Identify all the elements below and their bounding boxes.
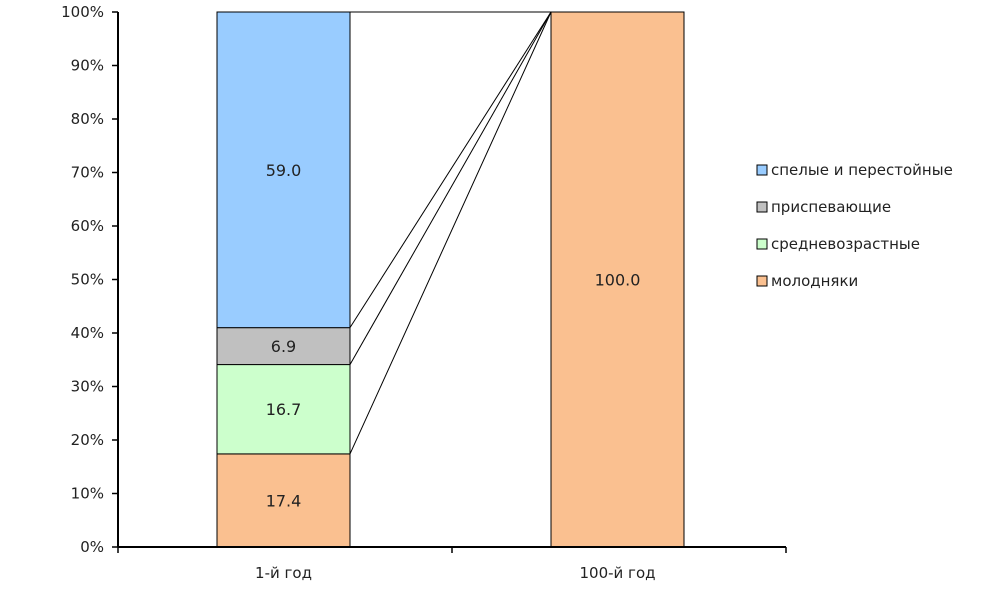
series-line	[349, 11, 552, 455]
x-tick-label: 100-й год	[580, 564, 656, 582]
bar-segment	[216, 364, 351, 455]
series-line	[349, 11, 552, 328]
x-tick-label: 1-й год	[255, 564, 312, 582]
y-tick-label: 0%	[80, 538, 104, 556]
legend-item: молодняки	[756, 272, 858, 290]
data-label: 6.9	[271, 337, 296, 356]
legend: спелые и перестойные приспевающие среднево…	[756, 161, 953, 290]
legend-swatch	[756, 238, 768, 250]
legend-label: молодняки	[771, 272, 858, 290]
legend-label: средневозрастные	[771, 235, 920, 253]
series-line	[349, 11, 552, 365]
legend-item: средневозрастные	[756, 235, 920, 253]
y-tick-label: 50%	[71, 271, 104, 289]
bar-segment	[550, 11, 685, 548]
legend-item: спелые и перестойные	[756, 161, 953, 179]
data-label: 16.7	[266, 400, 302, 419]
y-tick-label: 30%	[71, 378, 104, 396]
axes: 0% 10% 20% 30% 40% 50% 60% 70% 80% 90% 100% 1-й год…	[61, 3, 787, 582]
data-labels: 17.4 16.7 6.9 59.0 100.0	[266, 161, 641, 511]
legend-swatch	[756, 164, 768, 176]
y-tick-label: 90%	[71, 57, 104, 75]
y-tick-label: 40%	[71, 324, 104, 342]
legend-swatch	[756, 201, 768, 213]
data-label: 59.0	[266, 161, 302, 180]
bar-segment	[216, 11, 351, 329]
y-tick-label: 70%	[71, 164, 104, 182]
y-tick-label: 80%	[71, 110, 104, 128]
legend-item: приспевающие	[756, 198, 891, 216]
y-tick-label: 20%	[71, 431, 104, 449]
legend-label: приспевающие	[771, 198, 891, 216]
bars	[216, 11, 685, 548]
y-tick-label: 100%	[61, 3, 104, 21]
legend-swatch	[756, 275, 768, 287]
series-lines	[349, 11, 552, 455]
data-label: 100.0	[595, 271, 641, 290]
y-tick-label: 60%	[71, 217, 104, 235]
y-tick-label: 10%	[71, 485, 104, 503]
data-label: 17.4	[266, 491, 302, 510]
legend-label: спелые и перестойные	[771, 161, 953, 179]
